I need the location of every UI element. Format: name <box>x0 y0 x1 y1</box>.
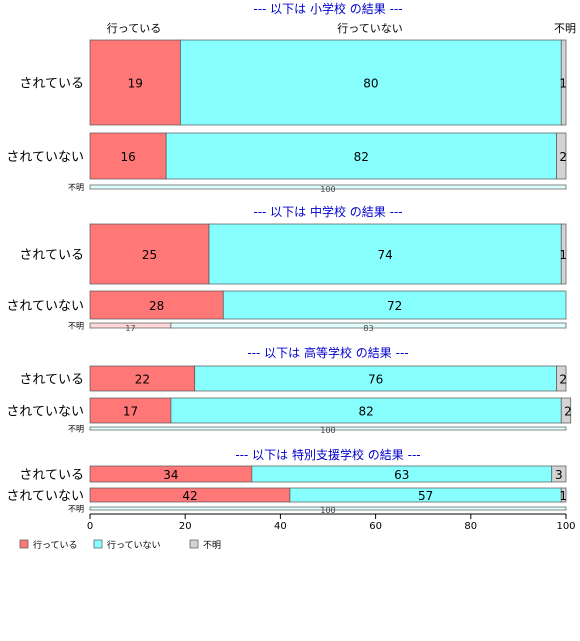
bar-segment <box>89 426 567 431</box>
data-label: 80 <box>363 77 378 91</box>
panel-title: --- 以下は 特別支援学校 の結果 --- <box>235 447 420 462</box>
data-label: 57 <box>418 489 433 503</box>
panel-title: --- 以下は 中学校 の結果 --- <box>253 204 402 219</box>
data-label: 63 <box>394 468 409 482</box>
bar-segment <box>556 365 567 392</box>
data-label: 34 <box>163 468 178 482</box>
data-label: 100 <box>320 185 335 194</box>
category-label: 不明 <box>68 183 84 192</box>
category-label: されている <box>19 468 84 483</box>
data-label: 3 <box>555 468 563 482</box>
bar-segment <box>560 397 572 424</box>
data-label: 76 <box>368 373 383 387</box>
data-label: 1 <box>559 489 567 503</box>
category-label: されている <box>19 77 84 92</box>
data-label: 1 <box>559 248 567 262</box>
x-tick-label: 60 <box>369 521 382 532</box>
bar-segment <box>89 223 210 285</box>
bar-segment <box>560 39 567 126</box>
category-label: されている <box>19 248 84 263</box>
category-label: されていない <box>6 150 84 165</box>
panel-title: --- 以下は 高等学校 の結果 --- <box>247 345 408 360</box>
top-category-label: 行っていない <box>337 22 402 35</box>
data-label: 2 <box>559 150 567 164</box>
bar-segment <box>560 487 567 503</box>
bar-segment <box>89 365 196 392</box>
x-tick-label: 80 <box>464 521 477 532</box>
legend-label: 行っていない <box>107 539 161 551</box>
data-label: 28 <box>149 299 164 313</box>
data-label: 72 <box>387 299 402 313</box>
top-category-label: 不明 <box>554 22 576 35</box>
data-label: 83 <box>363 324 373 333</box>
data-label: 100 <box>320 506 335 515</box>
bar-segment <box>222 290 567 320</box>
data-label: 2 <box>559 373 567 387</box>
bar-segment <box>560 223 567 285</box>
legend-label: 不明 <box>203 540 221 551</box>
data-label: 42 <box>182 489 197 503</box>
legend-label: 行っている <box>33 539 78 551</box>
bar-segment <box>551 465 567 483</box>
x-tick-label: 100 <box>556 521 575 532</box>
data-label: 100 <box>320 426 335 435</box>
data-label: 74 <box>377 248 392 262</box>
bar-segment <box>180 39 562 126</box>
bar-segment <box>165 132 557 180</box>
data-label: 17 <box>125 324 135 333</box>
data-label: 16 <box>120 150 135 164</box>
x-tick-label: 40 <box>274 521 287 532</box>
x-tick-label: 20 <box>179 521 192 532</box>
bar-segment <box>89 290 224 320</box>
legend-swatch <box>93 539 103 549</box>
bar-segment <box>89 397 172 424</box>
legend-swatch <box>19 539 29 549</box>
data-label: 19 <box>128 77 143 91</box>
panel-title: --- 以下は 小学校 の結果 --- <box>253 1 402 16</box>
data-label: 82 <box>358 405 373 419</box>
data-label: 22 <box>135 373 150 387</box>
bar-segment <box>89 184 567 190</box>
bar-segment <box>89 39 181 126</box>
top-category-label: 行っている <box>107 22 161 35</box>
category-label: 不明 <box>68 505 84 514</box>
data-label: 1 <box>559 77 567 91</box>
data-label: 82 <box>354 150 369 164</box>
data-label: 17 <box>123 405 138 419</box>
legend-swatch <box>189 539 199 549</box>
category-label: されていない <box>6 405 84 420</box>
bar-segment <box>170 322 567 329</box>
bar-segment <box>556 132 567 180</box>
category-label: されている <box>19 373 84 388</box>
bar-segment <box>208 223 562 285</box>
x-tick-label: 0 <box>87 521 93 532</box>
data-label: 2 <box>564 405 572 419</box>
category-label: 不明 <box>68 425 84 434</box>
category-label: されていない <box>6 299 84 314</box>
bar-segment <box>194 365 557 392</box>
data-label: 25 <box>142 248 157 262</box>
category-label: 不明 <box>68 322 84 331</box>
category-label: されていない <box>6 489 84 504</box>
bar-segment <box>170 397 562 424</box>
bar-segment <box>89 506 567 511</box>
